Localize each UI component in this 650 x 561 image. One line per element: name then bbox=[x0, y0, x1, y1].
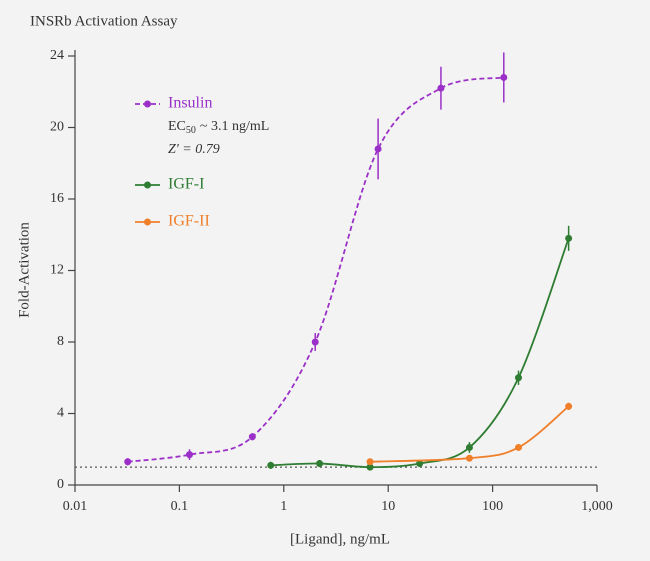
data-point bbox=[374, 145, 382, 153]
x-tick-label: 0.01 bbox=[63, 499, 88, 514]
data-point bbox=[416, 460, 424, 468]
legend-marker bbox=[144, 100, 151, 108]
legend-label: IGF-I bbox=[168, 176, 204, 193]
legend-marker bbox=[144, 218, 151, 226]
legend-marker bbox=[144, 181, 151, 189]
data-point bbox=[267, 461, 275, 469]
x-axis-label: [Ligand], ng/mL bbox=[290, 531, 390, 547]
data-point bbox=[366, 463, 374, 471]
data-point bbox=[316, 460, 324, 468]
x-tick-label: 1,000 bbox=[581, 499, 613, 514]
y-tick-label: 8 bbox=[57, 334, 64, 349]
legend-label: Insulin bbox=[168, 95, 212, 112]
x-tick-label: 100 bbox=[482, 499, 503, 514]
ec-label: EC bbox=[168, 119, 186, 134]
y-tick-label: 12 bbox=[50, 263, 64, 278]
x-tick-label: 0.1 bbox=[171, 499, 189, 514]
chart-title: INSRb Activation Assay bbox=[30, 13, 178, 29]
data-point bbox=[248, 433, 256, 441]
data-point bbox=[366, 458, 374, 466]
data-point bbox=[311, 338, 319, 346]
z-annotation: Z' = 0.79 bbox=[168, 142, 220, 157]
data-point bbox=[465, 454, 473, 462]
ec-value: ~ 3.1 ng/mL bbox=[200, 119, 269, 134]
y-tick-label: 0 bbox=[57, 477, 64, 492]
data-point bbox=[465, 443, 473, 451]
fit-curve bbox=[127, 76, 504, 463]
y-tick-label: 4 bbox=[57, 406, 64, 421]
ec50-annotation: EC50 ~ 3.1 ng/mL bbox=[168, 119, 269, 136]
data-point bbox=[124, 458, 132, 466]
fit-curve bbox=[370, 405, 570, 463]
y-tick-label: 20 bbox=[50, 120, 64, 135]
ec-sub: 50 bbox=[186, 125, 196, 136]
data-point bbox=[514, 374, 522, 382]
y-axis-label: Fold-Activation bbox=[16, 222, 32, 318]
y-tick-label: 16 bbox=[50, 191, 64, 206]
data-point bbox=[500, 73, 508, 81]
data-point bbox=[514, 443, 522, 451]
data-point bbox=[565, 234, 573, 242]
data-point bbox=[437, 84, 445, 92]
y-tick-label: 24 bbox=[50, 48, 64, 63]
data-point bbox=[565, 402, 573, 410]
x-tick-label: 1 bbox=[280, 499, 287, 514]
fit-curve bbox=[270, 238, 570, 469]
x-tick-label: 10 bbox=[381, 499, 395, 514]
legend-label: IGF-II bbox=[168, 213, 210, 230]
data-point bbox=[186, 451, 194, 459]
